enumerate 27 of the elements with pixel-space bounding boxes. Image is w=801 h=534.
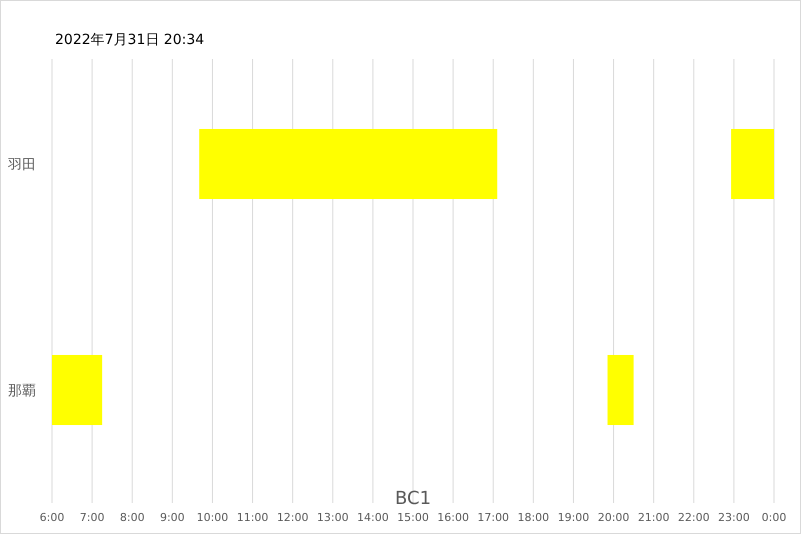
x-tick-label: 16:00 [437, 511, 469, 524]
x-tick-label: 18:00 [517, 511, 550, 524]
x-tick-label: 6:00 [40, 511, 64, 524]
x-tick-label: 19:00 [558, 511, 590, 524]
x-tick-label: 12:00 [276, 511, 309, 524]
x-axis-title: BC1 [394, 488, 432, 509]
x-tick-label: 10:00 [196, 511, 228, 524]
x-tick-label: 21:00 [638, 511, 670, 524]
bar [608, 354, 634, 426]
x-tick-label: 0:00 [762, 511, 786, 524]
y-tick-label: 那覇 [8, 383, 36, 399]
x-tick-label: 17:00 [477, 511, 510, 524]
x-tick-label: 11:00 [236, 511, 268, 524]
x-tick-label: 20:00 [598, 511, 630, 524]
bar [199, 128, 498, 200]
y-tick-label: 羽田 [7, 157, 36, 173]
x-tick-label: 15:00 [397, 511, 429, 524]
x-tick-label: 9:00 [160, 511, 185, 524]
bar [731, 128, 774, 200]
bar [52, 354, 102, 426]
x-tick-label: 22:00 [678, 511, 710, 524]
x-tick-label: 7:00 [80, 511, 104, 524]
x-tick-label: 8:00 [120, 511, 145, 524]
x-tick-label: 14:00 [357, 511, 389, 524]
chart-title: 2022年7月31日 20:34 [55, 32, 204, 48]
x-tick-label: 13:00 [316, 511, 349, 524]
x-tick-label: 23:00 [718, 511, 750, 524]
